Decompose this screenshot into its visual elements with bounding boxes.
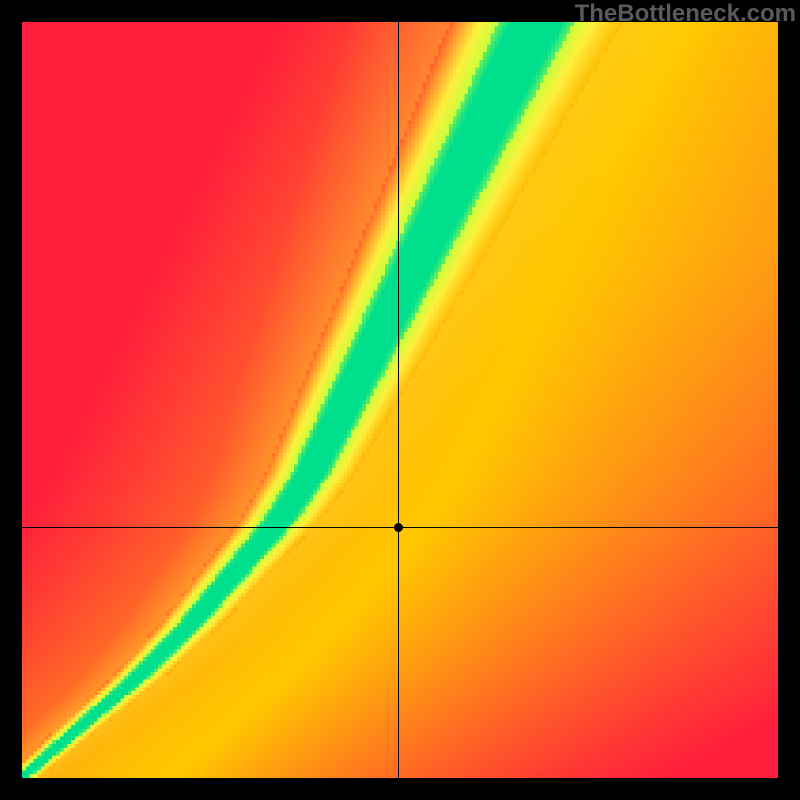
plot-area <box>22 22 778 778</box>
bottleneck-heatmap <box>22 22 778 778</box>
watermark-text: TheBottleneck.com <box>575 0 796 28</box>
chart-root: TheBottleneck.com <box>0 0 800 800</box>
